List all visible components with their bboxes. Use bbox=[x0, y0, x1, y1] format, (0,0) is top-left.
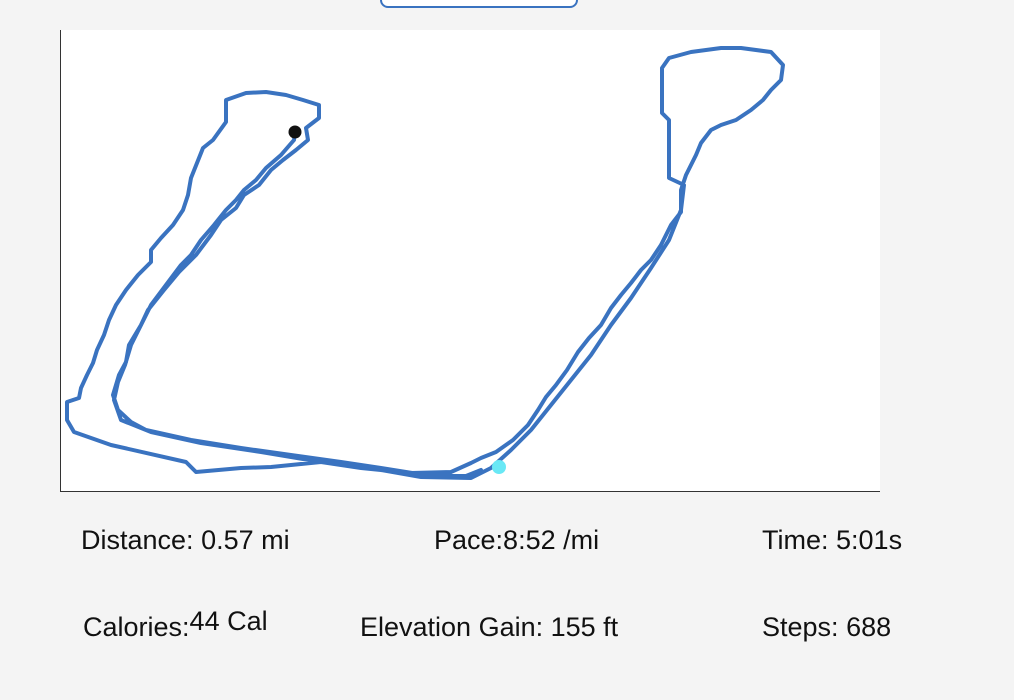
pace-label: Pace: bbox=[434, 525, 504, 555]
calories-value: 44 Cal bbox=[189, 606, 268, 636]
start-marker bbox=[492, 460, 506, 474]
distance-stat: Distance: 0.57 mi bbox=[81, 527, 290, 554]
steps-value: 688 bbox=[846, 612, 892, 642]
time-label: Time: bbox=[762, 525, 829, 555]
calories-label: Calories: bbox=[83, 612, 190, 642]
elevation-gain-value: 155 ft bbox=[550, 612, 619, 642]
calories-stat: Calories:44 Cal bbox=[83, 608, 268, 642]
steps-label: Steps: bbox=[762, 612, 839, 642]
route-path bbox=[65, 46, 785, 480]
time-value: 5:01s bbox=[836, 525, 903, 555]
pace-value: 8:52 /mi bbox=[503, 525, 600, 555]
pace-stat: Pace:8:52 /mi bbox=[434, 527, 599, 554]
steps-stat: Steps: 688 bbox=[762, 614, 891, 641]
elevation-gain-label: Elevation Gain: bbox=[360, 612, 544, 642]
distance-label: Distance: bbox=[81, 525, 194, 555]
distance-value: 0.57 mi bbox=[201, 525, 290, 555]
end-marker bbox=[288, 125, 302, 139]
elevation-gain-stat: Elevation Gain: 155 ft bbox=[360, 614, 618, 641]
route-map bbox=[60, 30, 880, 492]
time-stat: Time: 5:01s bbox=[762, 527, 902, 554]
